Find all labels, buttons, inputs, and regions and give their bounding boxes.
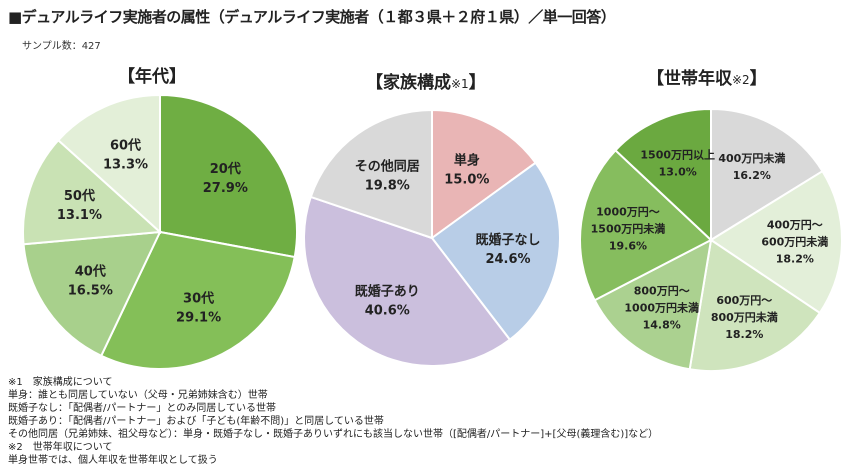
page-title: ■デュアルライフ実施者の属性（デュアルライフ実施者（１都３県＋２府１県）／単一回… bbox=[8, 8, 616, 26]
pie-slice bbox=[579, 148, 713, 302]
slice-value: 19.8% bbox=[365, 179, 410, 194]
slice-label: 400万円未満 16.2% bbox=[718, 151, 785, 182]
slice-value: 27.9% bbox=[203, 181, 248, 196]
slice-category: 600万円未満 bbox=[761, 234, 828, 248]
slice-value: 40.6% bbox=[365, 303, 410, 318]
slice-label: 400万円～ 600万円未満 18.2% bbox=[761, 218, 828, 265]
pie-slice bbox=[309, 108, 433, 240]
slice-category: 800万円～ bbox=[634, 285, 690, 298]
pie-slice bbox=[159, 93, 298, 259]
pie-slice bbox=[303, 195, 512, 367]
slice-category: 既婚子なし bbox=[475, 232, 540, 248]
footnotes: ※1 家族構成について 単身：誰とも同居していない（父母・兄弟姉妹含む）世帯 既… bbox=[8, 376, 658, 467]
slice-value: 13.0% bbox=[659, 165, 697, 178]
slice-category: 800万円未満 bbox=[711, 310, 778, 324]
slice-category: 1000万円～ bbox=[596, 205, 660, 218]
footnote: ※2 世帯年収について bbox=[8, 442, 113, 453]
slice-label: 800万円～ 1000万円未満 14.8% bbox=[624, 285, 699, 332]
slice-label: 20代 27.9% bbox=[203, 161, 248, 196]
pie-slice bbox=[688, 238, 822, 372]
pie-slice bbox=[430, 161, 561, 342]
footnote: 単身：誰とも同居していない（父母・兄弟姉妹含む）世帯 bbox=[8, 390, 268, 401]
slice-category: 20代 bbox=[210, 161, 241, 177]
pie-title-close: 】 bbox=[749, 69, 767, 89]
slice-category: 50代 bbox=[64, 188, 95, 204]
note-mark: ※2 bbox=[732, 73, 750, 87]
slice-category: 400万円～ bbox=[767, 218, 823, 231]
slice-label: 単身 15.0% bbox=[444, 153, 489, 188]
slice-value: 18.2% bbox=[776, 252, 814, 265]
footnote: その他同居（兄弟姉妹、祖父母など）：単身・既婚子なし・既婚子ありいずれにも該当し… bbox=[8, 429, 659, 440]
pie-title-text: 【世帯年収 bbox=[647, 69, 732, 89]
footnote: 単身世帯では、個人年収を世帯年収として扱う bbox=[8, 455, 218, 466]
slice-value: 19.6% bbox=[609, 239, 647, 252]
slice-label: 600万円～ 800万円未満 18.2% bbox=[711, 294, 778, 341]
pie-slice bbox=[593, 238, 713, 371]
pie-title-text: 【年代】 bbox=[118, 67, 186, 87]
slice-category: 単身 bbox=[454, 153, 480, 169]
slice-category: 1500万円以上 bbox=[640, 147, 715, 161]
pie-slice bbox=[99, 230, 296, 370]
pie-slice bbox=[22, 230, 162, 358]
slice-label: 40代 16.5% bbox=[68, 264, 113, 299]
slice-category: 30代 bbox=[183, 291, 214, 307]
slice-value: 13.3% bbox=[103, 157, 148, 172]
pie-title-income: 【世帯年収※2】 bbox=[647, 64, 767, 89]
slice-category: 400万円未満 bbox=[718, 151, 785, 165]
slice-label: 既婚子なし 24.6% bbox=[475, 232, 540, 267]
slice-label: 既婚子あり 40.6% bbox=[355, 283, 420, 318]
slice-category: 40代 bbox=[75, 264, 106, 280]
slice-label: 30代 29.1% bbox=[176, 291, 221, 326]
slice-label: 50代 13.1% bbox=[57, 188, 102, 223]
slice-label: 60代 13.3% bbox=[103, 137, 148, 172]
slice-value: 16.5% bbox=[68, 284, 113, 299]
slice-value: 16.2% bbox=[733, 169, 771, 182]
slice-label: 1000万円～ 1500万円未満 19.6% bbox=[591, 205, 666, 252]
footnote: 既婚子なし：「配偶者/パートナー」とのみ同居している世帯 bbox=[8, 403, 276, 414]
pie-title-family: 【家族構成※1】 bbox=[366, 68, 486, 93]
pie-slice bbox=[431, 108, 537, 240]
pie-slice bbox=[22, 138, 163, 246]
pie-slice bbox=[56, 93, 161, 235]
slice-category: 1500万円未満 bbox=[591, 221, 666, 235]
slice-category: 60代 bbox=[110, 137, 141, 153]
slice-value: 29.1% bbox=[176, 311, 221, 326]
slice-label: 1500万円以上 13.0% bbox=[640, 147, 715, 178]
slice-category: 既婚子あり bbox=[355, 283, 420, 299]
sample-size: サンプル数：427 bbox=[22, 41, 101, 52]
slice-category: その他同居 bbox=[355, 159, 420, 175]
slice-value: 13.1% bbox=[57, 208, 102, 223]
slice-category: 600万円～ bbox=[716, 294, 772, 307]
slice-category: 1000万円未満 bbox=[624, 301, 699, 315]
pie-title-close: 】 bbox=[468, 73, 486, 93]
note-mark: ※1 bbox=[451, 77, 469, 91]
pie-title-age: 【年代】 bbox=[118, 62, 186, 87]
pie-slice bbox=[614, 107, 712, 243]
footnote: 既婚子あり：「配偶者/パートナー」および「子ども(年齢不問)」と同居している世帯 bbox=[8, 416, 384, 427]
slice-value: 15.0% bbox=[444, 173, 489, 188]
slice-value: 18.2% bbox=[725, 328, 763, 341]
pie-slice bbox=[710, 107, 824, 242]
pie-title-text: 【家族構成 bbox=[366, 73, 451, 93]
slice-label: その他同居 19.8% bbox=[355, 159, 420, 194]
slice-value: 24.6% bbox=[485, 252, 530, 267]
pie-slice bbox=[709, 169, 843, 315]
footnote: ※1 家族構成について bbox=[8, 377, 113, 388]
slice-value: 14.8% bbox=[643, 319, 681, 332]
